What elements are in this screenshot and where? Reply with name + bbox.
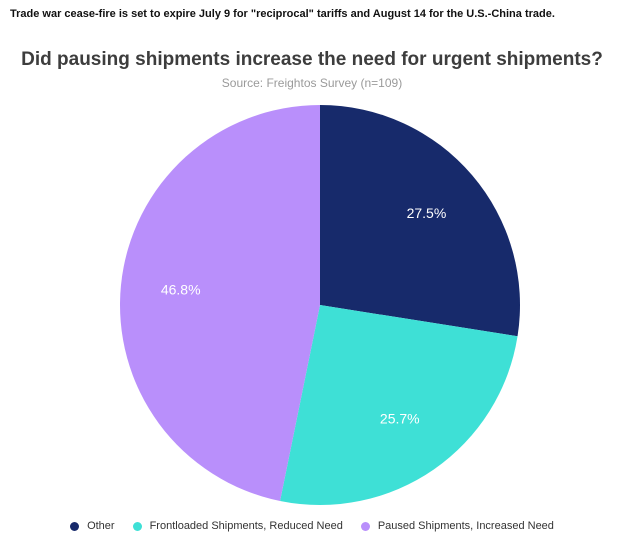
legend-item-frontloaded[interactable]: Frontloaded Shipments, Reduced Need — [132, 520, 343, 532]
legend-item-other[interactable]: Other — [70, 520, 115, 532]
page-caption: Trade war cease-fire is set to expire Ju… — [10, 8, 555, 20]
legend-swatch-paused — [360, 521, 370, 531]
pie-slice-other[interactable] — [320, 105, 520, 337]
pie-label-other: 27.5% — [407, 205, 447, 221]
legend-label-frontloaded: Frontloaded Shipments, Reduced Need — [149, 520, 343, 532]
chart-title: Did pausing shipments increase the need … — [21, 49, 603, 70]
legend-swatch-frontloaded — [132, 521, 142, 531]
pie-slice-frontloaded[interactable] — [280, 305, 518, 505]
legend-label-paused: Paused Shipments, Increased Need — [377, 520, 554, 532]
legend-label-other: Other — [87, 520, 115, 532]
chart-legend: Other Frontloaded Shipments, Reduced Nee… — [0, 520, 624, 532]
pie-label-paused: 46.8% — [161, 282, 201, 298]
chart-subtitle: Source: Freightos Survey (n=109) — [221, 76, 403, 90]
pie-slice-paused[interactable] — [120, 105, 320, 501]
legend-item-paused[interactable]: Paused Shipments, Increased Need — [360, 520, 554, 532]
legend-swatch-other — [70, 521, 80, 531]
pie-label-frontloaded: 25.7% — [380, 411, 420, 427]
